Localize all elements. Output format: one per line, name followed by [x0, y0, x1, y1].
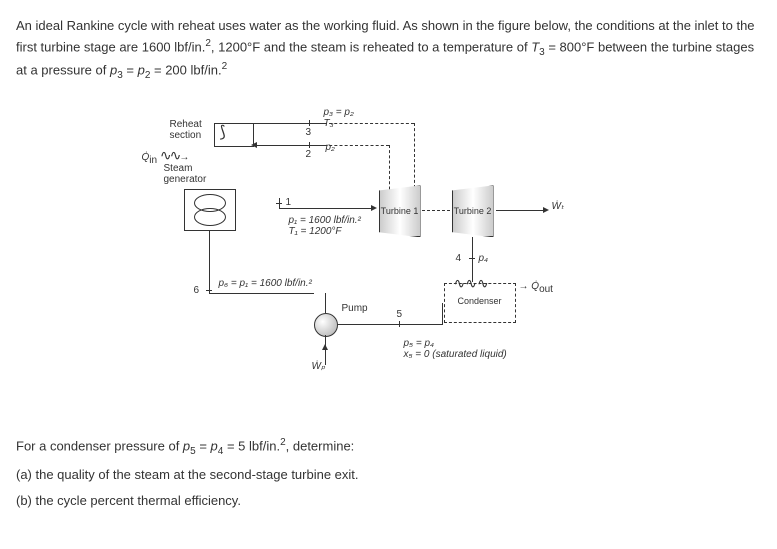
line-1h — [279, 208, 374, 209]
question-a: (a) the quality of the steam at the seco… — [16, 462, 761, 488]
t3-var: T — [531, 39, 539, 54]
tick-6 — [206, 290, 212, 291]
wp-label: Ẇₚ — [312, 361, 326, 372]
tick-2 — [309, 142, 310, 148]
line-5v — [442, 303, 443, 325]
ql-b: = 5 lbf/in. — [223, 439, 280, 454]
line-5 — [337, 324, 442, 325]
ql-eq: = — [196, 439, 211, 454]
question-b: (b) the cycle percent thermal efficiency… — [16, 488, 761, 514]
qin-wave-icon: ∿∿ — [160, 148, 179, 164]
p1-line1: p₁ = 1600 lbf/in.² — [289, 215, 361, 226]
dash-t12 — [422, 210, 450, 211]
qin-sub: in — [149, 155, 157, 166]
wt-line — [496, 210, 546, 211]
p1-line2: T₁ = 1200°F — [289, 226, 342, 237]
dash-3v — [414, 123, 415, 188]
qout-sym: Q̇ — [531, 281, 539, 292]
pump-label: Pump — [342, 303, 368, 314]
line-6h — [209, 293, 314, 294]
tick-3 — [309, 120, 310, 126]
tick-1 — [276, 203, 282, 204]
p5-line1: p₅ = p₄ — [404, 338, 435, 349]
turbine-1: Turbine 1 — [379, 185, 421, 237]
pump-inlet — [325, 293, 326, 313]
tick-5 — [399, 321, 400, 327]
reheat-coil-icon: ⟆ — [220, 122, 226, 142]
p5-line2: x₅ = 0 (saturated liquid) — [404, 349, 507, 360]
ql-c: , determine: — [286, 439, 355, 454]
turbine-1-label: Turbine 1 — [381, 206, 419, 216]
condenser-wave-icon: ∿∿∿ — [454, 275, 489, 292]
ql-a: For a condenser pressure of — [16, 439, 183, 454]
p5-label: p₅ = p₄ x₅ = 0 (saturated liquid) — [404, 338, 507, 360]
p2-var: p — [138, 63, 145, 78]
sq2: 2 — [222, 61, 228, 72]
node-2: 2 — [306, 149, 312, 160]
eq1: = — [123, 63, 138, 78]
line-6v — [209, 231, 210, 293]
steam-gen-label: Steam generator — [164, 163, 207, 185]
turbine-2-label: Turbine 2 — [454, 206, 492, 216]
line-reheat-top — [254, 123, 324, 124]
questions-block: For a condenser pressure of p5 = p4 = 5 … — [16, 433, 761, 514]
turbine-2: Turbine 2 — [452, 185, 494, 237]
node-5: 5 — [397, 309, 403, 320]
intro-text-d: = 200 lbf/in. — [150, 63, 221, 78]
reheat-label: Reheat section — [170, 119, 202, 141]
node-1: 1 — [286, 197, 292, 208]
steam-generator-icon — [184, 189, 236, 231]
intro-text-b: , 1200°F and the steam is reheated to a … — [211, 39, 531, 54]
p4-label: p₄ — [479, 253, 489, 264]
node-3: 3 — [306, 127, 312, 138]
tick-4 — [469, 258, 475, 259]
p3p2-val: p₃ = p₂ — [324, 107, 354, 118]
p6-label: p₆ = p₁ = 1600 lbf/in.² — [219, 278, 312, 289]
cycle-diagram: ⟆ Reheat section Q̇in ∿∿→ Steam generato… — [114, 103, 664, 403]
pump-icon — [314, 313, 338, 337]
condenser-label: Condenser — [457, 296, 501, 306]
question-lead: For a condenser pressure of p5 = p4 = 5 … — [16, 433, 761, 462]
qout-arrow: → Q̇out — [519, 281, 553, 295]
wp-arrow — [325, 347, 326, 348]
p3p2-label: p₃ = p₂ T₃ — [324, 107, 354, 129]
p1-label: p₁ = 1600 lbf/in.² T₁ = 1200°F — [289, 215, 361, 237]
dash-2 — [324, 145, 389, 146]
problem-statement: An ideal Rankine cycle with reheat uses … — [16, 16, 761, 83]
line-reheat-bottom — [254, 145, 324, 146]
node-6: 6 — [194, 285, 200, 296]
node-4: 4 — [456, 253, 462, 264]
p2-label: p₂ — [326, 142, 335, 153]
dash-3 — [324, 123, 414, 124]
qout-sub: out — [539, 284, 553, 295]
ql-p4v: p — [211, 439, 218, 454]
wt-label: Ẇₜ — [552, 201, 564, 212]
